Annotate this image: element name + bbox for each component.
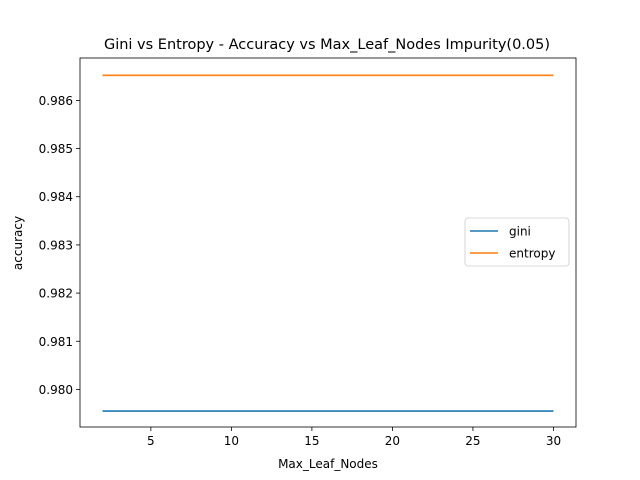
y-axis-title: accuracy bbox=[11, 216, 25, 270]
legend-label-entropy: entropy bbox=[509, 247, 555, 261]
axes-frame bbox=[79, 57, 577, 428]
x-tick-label: 10 bbox=[224, 434, 239, 448]
y-tick-label: 0.980 bbox=[39, 383, 73, 397]
plot-area bbox=[102, 74, 554, 412]
legend: gini entropy bbox=[464, 217, 570, 267]
legend-label-gini: gini bbox=[509, 225, 531, 239]
chart-title: Gini vs Entropy - Accuracy vs Max_Leaf_N… bbox=[104, 37, 550, 53]
x-tick-label: 5 bbox=[147, 434, 155, 448]
legend-box bbox=[464, 217, 570, 267]
x-tick-label: 25 bbox=[465, 434, 480, 448]
y-tick-label: 0.985 bbox=[39, 142, 73, 156]
y-tick-label: 0.983 bbox=[39, 238, 73, 252]
x-tick-label: 30 bbox=[546, 434, 561, 448]
x-tick-label: 15 bbox=[304, 434, 319, 448]
y-tick-label: 0.982 bbox=[39, 287, 73, 301]
y-tick-label: 0.984 bbox=[39, 190, 73, 204]
x-tick-label: 20 bbox=[385, 434, 400, 448]
x-axis-title: Max_Leaf_Nodes bbox=[278, 457, 378, 471]
axis-ticks: 5 10 15 20 25 30 0.980 0.981 0.982 0.983 0.984 0.98… bbox=[39, 94, 561, 448]
y-tick-label: 0.981 bbox=[39, 335, 73, 349]
y-tick-label: 0.986 bbox=[39, 94, 73, 108]
